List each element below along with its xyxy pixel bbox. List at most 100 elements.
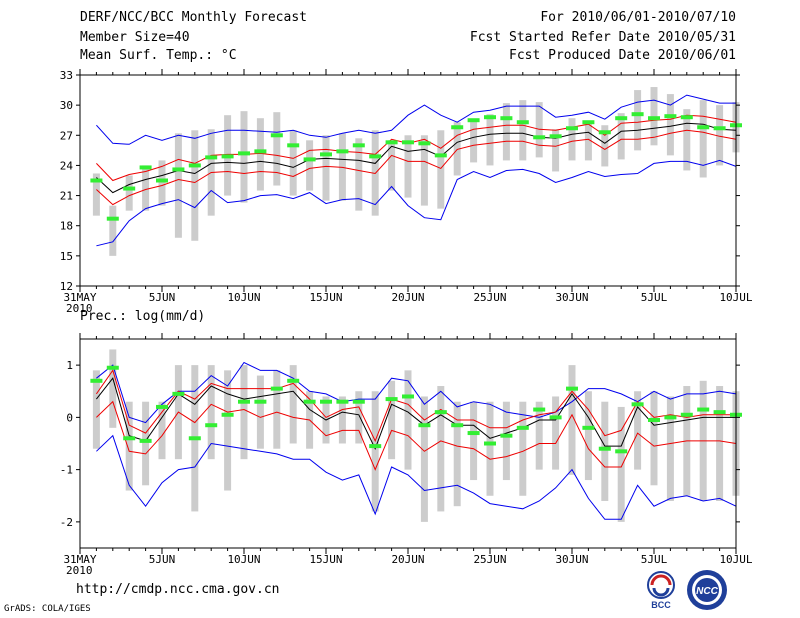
spread-box xyxy=(158,160,166,206)
observed-marker xyxy=(139,438,152,443)
observed-marker xyxy=(615,449,628,454)
observed-marker xyxy=(500,433,513,438)
observed-marker xyxy=(434,153,447,158)
spread-box xyxy=(404,370,412,470)
observed-marker xyxy=(484,115,496,120)
observed-marker xyxy=(287,143,300,148)
y-tick-label: 24 xyxy=(60,159,74,172)
line-plus-sd xyxy=(96,114,737,182)
spread-box xyxy=(584,391,592,481)
spread-box xyxy=(289,365,297,444)
spread-box xyxy=(584,123,592,161)
spread-box xyxy=(502,103,510,161)
observed-marker xyxy=(697,407,710,412)
spread-box xyxy=(142,401,150,486)
observed-marker xyxy=(680,412,693,417)
y-tick-label: 33 xyxy=(60,69,73,82)
x-tick-label: 5JUL xyxy=(641,553,668,566)
observed-marker xyxy=(680,115,693,120)
spread-box xyxy=(617,113,625,160)
line-min xyxy=(96,159,737,247)
spread-box xyxy=(289,130,297,196)
spread-box xyxy=(404,135,412,198)
chart-title: DERF/NCC/BCC Monthly Forecast xyxy=(80,10,307,25)
spread-box xyxy=(322,135,330,201)
x-tick-label: 15JUN xyxy=(309,553,342,566)
observed-marker xyxy=(303,399,316,404)
spread-box xyxy=(240,111,248,203)
observed-marker xyxy=(451,125,464,130)
spread-box xyxy=(716,105,724,166)
spread-box xyxy=(502,401,510,481)
observed-marker xyxy=(369,444,382,449)
observed-marker xyxy=(533,135,546,140)
observed-marker xyxy=(336,149,349,154)
line-mean xyxy=(96,377,736,450)
observed-marker xyxy=(500,116,513,121)
spread-box xyxy=(470,120,478,163)
spread-box xyxy=(634,90,642,151)
observed-marker xyxy=(123,186,136,191)
observed-marker xyxy=(516,120,529,125)
observed-marker xyxy=(697,125,710,130)
y-tick-label: 21 xyxy=(60,190,73,203)
spread-box xyxy=(109,205,117,256)
spread-box xyxy=(338,396,346,444)
y-tick-label: 30 xyxy=(60,99,73,112)
spread-box xyxy=(601,401,609,501)
x-tick-label: 10JUN xyxy=(227,291,260,304)
spread-box xyxy=(191,130,199,241)
spread-box xyxy=(420,396,428,522)
observed-marker xyxy=(385,397,398,402)
observed-marker xyxy=(139,165,152,170)
spread-box xyxy=(683,109,691,171)
spread-box xyxy=(486,401,494,496)
spread-box xyxy=(666,94,674,156)
spread-box xyxy=(568,365,576,475)
spread-box xyxy=(109,349,117,428)
observed-marker xyxy=(631,112,644,117)
spread-box xyxy=(634,391,642,470)
spread-box xyxy=(617,406,625,522)
x-tick-label: 10JUL xyxy=(719,553,752,566)
observed-marker xyxy=(221,412,234,417)
observed-marker xyxy=(402,140,414,145)
spread-box xyxy=(273,112,281,186)
observed-marker xyxy=(123,436,136,441)
spread-box xyxy=(519,401,527,496)
y-tick-label: 15 xyxy=(60,250,73,263)
observed-marker xyxy=(615,116,628,121)
observed-marker xyxy=(598,446,611,451)
observed-marker xyxy=(172,391,185,396)
spread-box xyxy=(568,118,576,161)
line-minus-sd xyxy=(96,129,737,206)
spread-box xyxy=(519,100,527,161)
observed-marker xyxy=(402,394,414,399)
observed-marker xyxy=(205,155,218,160)
y-tick-label: 0 xyxy=(66,411,73,424)
spread-box xyxy=(256,118,264,191)
x-tick-label: 31MAY xyxy=(63,553,96,566)
spread-box xyxy=(142,165,150,211)
observed-marker xyxy=(254,399,267,404)
y-tick-label: 12 xyxy=(60,280,73,293)
website-url[interactable]: http://cmdp.ncc.cma.gov.cn xyxy=(76,582,280,597)
observed-marker xyxy=(238,151,250,156)
x-tick-label: 30JUN xyxy=(555,553,588,566)
spread-box xyxy=(224,370,232,491)
forecast-produced-date: Fcst Produced Date 2010/06/01 xyxy=(509,48,736,63)
observed-marker xyxy=(434,410,447,415)
spread-box xyxy=(453,122,461,176)
x-tick-label: 31MAY xyxy=(63,291,96,304)
spread-box xyxy=(158,401,166,460)
spread-box xyxy=(437,386,445,512)
observed-marker xyxy=(467,118,480,123)
y-tick-label: 18 xyxy=(60,220,73,233)
spread-box xyxy=(552,396,560,470)
spread-box xyxy=(699,100,707,178)
spread-box xyxy=(256,375,264,449)
x-tick-label: 25JUN xyxy=(473,553,506,566)
observed-marker xyxy=(205,423,218,428)
spread-box xyxy=(552,129,560,172)
observed-marker xyxy=(713,410,726,415)
